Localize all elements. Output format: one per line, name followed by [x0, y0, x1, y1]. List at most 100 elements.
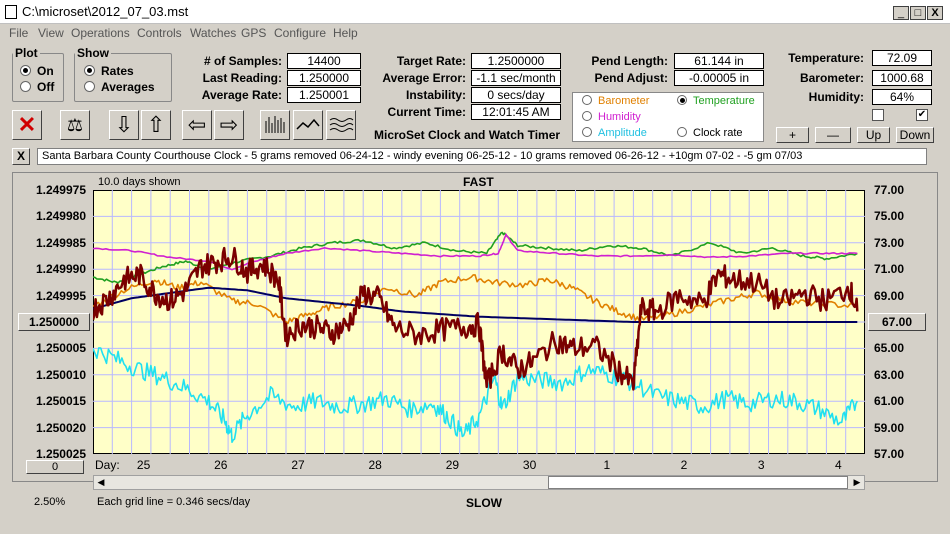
- menu-configure[interactable]: Configure: [274, 26, 327, 40]
- close-x-icon: ✕: [17, 112, 37, 137]
- menu-controls[interactable]: Controls: [137, 26, 182, 40]
- scroll-down-button[interactable]: ⇩: [109, 110, 139, 140]
- menu-bar: File View Operations Controls Watches GP…: [0, 24, 950, 42]
- show-averages-radio[interactable]: Averages: [84, 80, 155, 94]
- average-rate-field: 1.250001: [287, 87, 361, 103]
- current-time-field: 12:01:45 AM: [471, 104, 561, 120]
- plot-on-radio[interactable]: On: [20, 64, 54, 78]
- average-error-label: Average Error:: [382, 71, 466, 85]
- y-left-tick-label: 1.249980: [35, 209, 86, 224]
- menu-watches[interactable]: Watches: [190, 26, 237, 40]
- clear-note-button[interactable]: X: [12, 148, 30, 165]
- barometer-radio-label: Barometer: [598, 95, 650, 107]
- series-line-barometer: [93, 231, 858, 284]
- offset-button[interactable]: 0: [26, 460, 84, 474]
- y-right-tick-label: 61.00: [874, 394, 905, 409]
- scroll-left-button[interactable]: ⇦: [182, 110, 212, 140]
- grid-note: Each grid line = 0.346 secs/day: [97, 496, 251, 508]
- temperature-radio[interactable]: Temperature: [677, 95, 755, 107]
- clear-button[interactable]: ✕: [12, 110, 42, 140]
- humidity-field: 64%: [872, 89, 932, 105]
- show-rates-radio[interactable]: Rates: [84, 64, 134, 78]
- series-line-humidity: [93, 233, 858, 271]
- menu-operations[interactable]: Operations: [71, 26, 130, 40]
- menu-view[interactable]: View: [38, 26, 64, 40]
- day-label: Day:: [95, 458, 120, 472]
- balance-button[interactable]: ⚖: [60, 110, 90, 140]
- note-field[interactable]: Santa Barbara County Courthouse Clock - …: [37, 148, 927, 165]
- rate-chart[interactable]: [93, 190, 865, 454]
- clock-rate-radio-label: Clock rate: [693, 127, 743, 139]
- amplitude-radio[interactable]: Amplitude: [582, 127, 647, 139]
- line-graph-icon: [296, 118, 320, 130]
- center-rate-button[interactable]: 1.250000: [18, 313, 90, 331]
- y-left-tick-label: 1.249985: [35, 235, 86, 250]
- checkbox-unchecked[interactable]: [872, 109, 884, 121]
- fast-label: FAST: [463, 175, 494, 189]
- pend-length-field[interactable]: 61.144 in: [674, 53, 764, 69]
- scale-down-button[interactable]: Down: [896, 127, 934, 143]
- scrollbar-thumb[interactable]: [548, 476, 848, 489]
- scale-up-button[interactable]: Up: [857, 127, 890, 143]
- line-graph-button[interactable]: [293, 110, 323, 140]
- y-right-tick-label: 75.00: [874, 209, 905, 224]
- x-tick-label: 3: [757, 458, 765, 472]
- bar-graph-button[interactable]: [260, 110, 290, 140]
- days-shown-label: 10.0 days shown: [98, 176, 181, 188]
- radio-selected-icon: [20, 65, 31, 76]
- clock-rate-radio[interactable]: Clock rate: [677, 127, 743, 139]
- menu-file[interactable]: File: [9, 26, 29, 40]
- show-rates-label: Rates: [101, 64, 134, 78]
- target-rate-field[interactable]: 1.2500000: [471, 53, 561, 69]
- series-line-rate: [93, 246, 859, 391]
- show-group: Show: [74, 46, 172, 102]
- radio-icon: [582, 111, 592, 121]
- scroll-left-arrow-icon[interactable]: ◀: [97, 477, 105, 487]
- close-window-button[interactable]: X: [927, 6, 943, 20]
- radio-selected-icon: [677, 95, 687, 105]
- humidity-radio-label: Humidity: [598, 111, 641, 123]
- humidity-radio[interactable]: Humidity: [582, 111, 641, 123]
- maximize-button[interactable]: □: [910, 6, 926, 20]
- series-line-amplitude: [93, 347, 859, 443]
- menu-gps[interactable]: GPS: [241, 26, 267, 40]
- menu-help[interactable]: Help: [333, 26, 358, 40]
- temperature-radio-label: Temperature: [693, 95, 755, 107]
- y-left-tick-label: 1.249995: [35, 288, 86, 303]
- minimize-button[interactable]: _: [893, 6, 909, 20]
- temperature-field: 72.09: [872, 50, 932, 66]
- radio-icon: [20, 81, 31, 92]
- pend-length-label: Pend Length:: [591, 54, 668, 68]
- y-left-tick-label: 1.249975: [35, 183, 86, 197]
- x-tick-label: 2: [680, 458, 688, 472]
- wave-graph-button[interactable]: [326, 110, 356, 140]
- checkbox-checked[interactable]: ✔: [916, 109, 928, 121]
- arrow-up-icon: ⇧: [146, 112, 166, 137]
- average-rate-label: Average Rate:: [201, 88, 282, 102]
- barometer-field: 1000.68: [872, 70, 932, 86]
- x-tick-label: 29: [445, 458, 460, 472]
- radio-icon: [677, 127, 687, 137]
- scale-plus-button[interactable]: +: [776, 127, 809, 143]
- pend-adjust-field: -0.00005 in: [674, 70, 764, 86]
- scroll-right-arrow-icon[interactable]: ▶: [853, 477, 861, 487]
- scale-minus-button[interactable]: —: [815, 127, 851, 143]
- instability-field: 0 secs/day: [471, 87, 561, 103]
- x-tick-label: 28: [368, 458, 382, 472]
- y-right-tick-label: 71.00: [874, 262, 905, 277]
- scroll-up-button[interactable]: ⇧: [141, 110, 171, 140]
- humidity-label: Humidity:: [808, 90, 864, 104]
- series-line-temperature: [93, 274, 858, 325]
- x-tick-label: 25: [136, 458, 151, 472]
- plot-on-label: On: [37, 64, 54, 78]
- plot-off-radio[interactable]: Off: [20, 80, 54, 94]
- radio-selected-icon: [84, 65, 95, 76]
- y-right-tick-label: 73.00: [874, 235, 905, 250]
- radio-icon: [582, 127, 592, 137]
- plot-off-label: Off: [37, 80, 55, 94]
- bar-graph-icon: [265, 116, 285, 133]
- title-bar: C:\microset\2012_07_03.mst _ □ X: [0, 0, 950, 24]
- barometer-radio[interactable]: Barometer: [582, 95, 649, 107]
- scroll-right-button[interactable]: ⇨: [214, 110, 244, 140]
- center-sensor-button[interactable]: 67.00: [868, 313, 926, 331]
